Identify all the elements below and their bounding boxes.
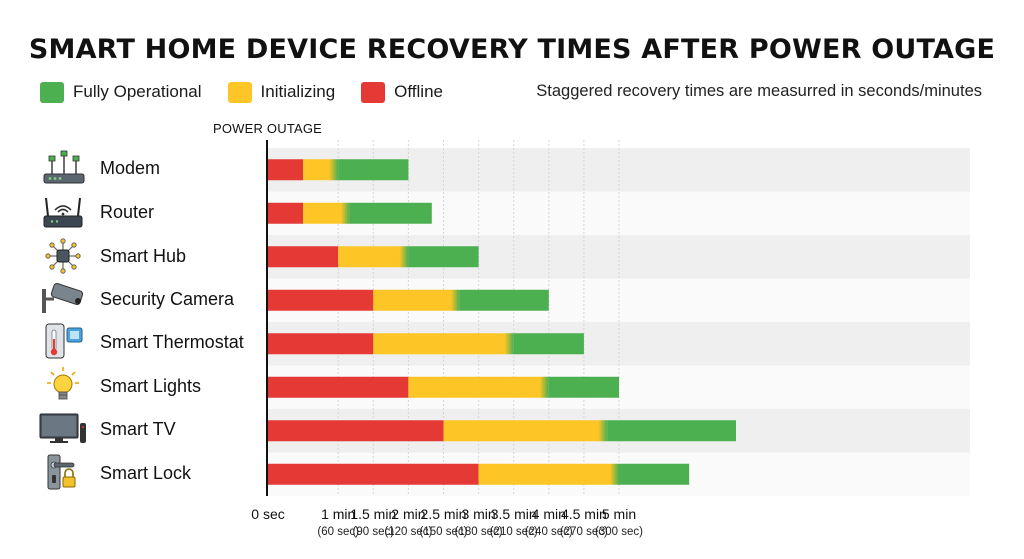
bar-initializing <box>478 463 619 485</box>
bar-initializing <box>408 376 549 398</box>
chart-title: SMART HOME DEVICE RECOVERY TIMES AFTER P… <box>28 34 996 65</box>
device-label-smart-lights: Smart Lights <box>100 375 202 396</box>
x-tick-label: 2 min <box>391 506 425 522</box>
legend-label-initializing: Initializing <box>260 82 336 101</box>
bar-offline <box>268 289 374 311</box>
device-label-modem: Modem <box>100 157 161 178</box>
x-tick-sublabel: (240 sec) <box>525 526 573 538</box>
bar-operational <box>459 289 549 311</box>
legend-label-operational: Fully Operational <box>73 82 202 101</box>
legend-item-offline: Offline <box>361 81 443 103</box>
power-outage-label: POWER OUTAGE <box>213 121 323 136</box>
legend-swatch-initializing <box>227 81 252 103</box>
device-row-smart-lights: Smart Lights <box>38 366 201 406</box>
bar-initializing <box>303 202 350 224</box>
bar-offline <box>268 202 304 224</box>
device-row-smart-hub: Smart Hub <box>38 236 186 276</box>
legend-swatch-operational <box>40 81 64 103</box>
legend: Fully Operational Initializing Offline S… <box>40 79 990 105</box>
bar-offline <box>268 420 444 442</box>
bar-operational <box>513 333 584 355</box>
tv-icon <box>39 413 86 443</box>
bar-initializing <box>303 159 339 181</box>
x-tick-sublabel: (90 sec) <box>353 526 395 538</box>
x-tick-sublabel: (270 sec) <box>560 526 608 538</box>
bar-offline <box>268 376 409 398</box>
bar-initializing <box>443 420 608 442</box>
x-tick-sublabel: (300 sec) <box>595 526 643 538</box>
hub-icon <box>45 238 81 274</box>
device-label-smart-lock: Smart Lock <box>100 462 192 483</box>
device-label-smart-tv: Smart TV <box>100 418 176 439</box>
x-tick-label: 2.5 min <box>421 506 467 522</box>
device-label-router: Router <box>100 201 155 222</box>
x-tick-sublabel: (150 sec) <box>420 526 468 538</box>
x-tick-sublabel: (210 sec) <box>490 526 538 538</box>
bar-operational <box>349 202 432 224</box>
modem-icon <box>43 150 85 184</box>
router-icon <box>43 197 83 228</box>
x-tick-label: 1.5 min <box>350 506 396 522</box>
bar-operational <box>408 246 479 268</box>
bar-initializing <box>373 289 460 311</box>
legend-item-operational: Fully Operational <box>40 81 202 103</box>
x-tick-label: 0 sec <box>251 506 284 522</box>
bar-initializing <box>338 246 409 268</box>
bar-operational <box>619 463 690 485</box>
x-tick-label: 3 min <box>461 506 495 522</box>
legend-label-offline: Offline <box>394 82 443 101</box>
device-row-modem: Modem <box>38 148 160 188</box>
device-row-smart-tv: Smart TV <box>38 409 176 449</box>
x-tick-sublabel: (180 sec) <box>455 526 503 538</box>
device-label-smart-thermostat: Smart Thermostat <box>100 331 244 352</box>
bar-initializing <box>373 333 514 355</box>
x-tick-label: 1 min <box>321 506 355 522</box>
device-label-smart-hub: Smart Hub <box>100 245 187 266</box>
lightbulb-icon <box>47 367 79 400</box>
bar-operational <box>338 159 409 181</box>
bar-offline <box>268 333 374 355</box>
device-label-security-camera: Security Camera <box>100 288 235 309</box>
thermostat-icon <box>45 323 83 359</box>
bar-offline <box>268 159 304 181</box>
x-tick-label: 3.5 min <box>491 506 537 522</box>
device-row-smart-lock: Smart Lock <box>38 453 191 493</box>
camera-icon <box>42 282 84 313</box>
bar-offline <box>268 246 339 268</box>
x-tick-label: 4 min <box>532 506 566 522</box>
legend-swatch-offline <box>361 81 386 103</box>
measurement-note: Staggered recovery times are measurred i… <box>536 82 982 100</box>
x-tick-label: 4.5 min <box>561 506 607 522</box>
x-tick-sublabel: (120 sec) <box>384 526 432 538</box>
bar-operational <box>607 420 736 442</box>
device-row-router: Router <box>38 192 154 232</box>
lock-icon <box>47 454 76 490</box>
device-row-smart-thermostat: Smart Thermostat <box>38 322 244 362</box>
legend-item-initializing: Initializing <box>227 81 336 103</box>
bar-offline <box>268 463 479 485</box>
x-tick-label: 5 min <box>602 506 636 522</box>
bar-operational <box>548 376 619 398</box>
device-row-security-camera: Security Camera <box>38 279 234 319</box>
x-tick-sublabel: (60 sec) <box>317 526 359 538</box>
